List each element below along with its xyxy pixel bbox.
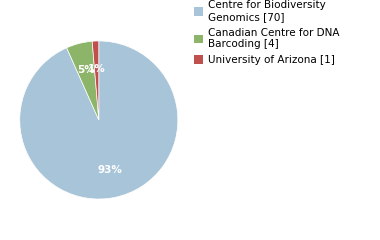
Text: 93%: 93% xyxy=(97,165,122,175)
Wedge shape xyxy=(20,41,178,199)
Text: 1%: 1% xyxy=(88,64,106,74)
Wedge shape xyxy=(66,41,99,120)
Wedge shape xyxy=(92,41,99,120)
Text: 5%: 5% xyxy=(77,65,95,75)
Legend: Centre for Biodiversity
Genomics [70], Canadian Centre for DNA
Barcoding [4], Un: Centre for Biodiversity Genomics [70], C… xyxy=(194,0,340,65)
